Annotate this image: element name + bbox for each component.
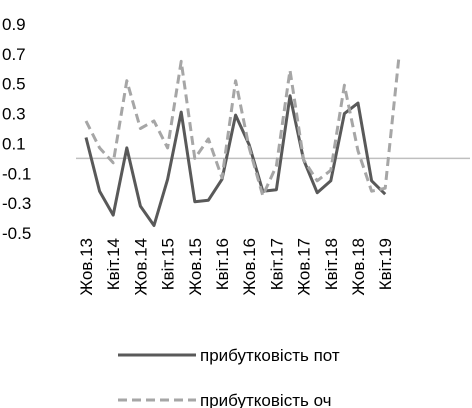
- x-tick-label: Квіт.17: [267, 238, 286, 290]
- x-tick-label: Жов.18: [349, 238, 368, 296]
- y-axis-tick-labels: 0.9 0.7 0.5 0.3 0.1 -0.1 -0.3 -0.5: [2, 15, 31, 243]
- y-tick-label: 0.5: [2, 75, 26, 94]
- x-tick-label: Жов.17: [295, 238, 314, 296]
- x-tick-label: Квіт.15: [159, 238, 178, 290]
- legend-label: прибутковість пот: [200, 346, 340, 365]
- series-line-1: [84, 94, 387, 227]
- y-tick-label: 0.1: [2, 134, 26, 153]
- x-tick-label: Жов.13: [77, 238, 96, 296]
- legend: прибутковість пот прибутковість оч: [118, 346, 340, 408]
- series-lines: [84, 58, 401, 227]
- legend-label: прибутковість оч: [200, 391, 332, 408]
- series-line-2: [84, 58, 401, 198]
- y-tick-label: 0.7: [2, 45, 26, 64]
- x-tick-label: Квіт.14: [104, 238, 123, 290]
- y-tick-label: 0.3: [2, 105, 26, 124]
- x-tick-label: Жов.15: [186, 238, 205, 296]
- x-tick-label: Квіт.18: [322, 238, 341, 290]
- y-tick-label: -0.3: [2, 194, 31, 213]
- x-tick-label: Квіт.19: [376, 238, 395, 290]
- x-tick-label: Жов.14: [131, 238, 150, 296]
- x-axis-tick-labels: Жов.13 Квіт.14 Жов.14 Квіт.15 Жов.15 Квіт.16 Ж…: [77, 238, 395, 296]
- y-tick-label: -0.1: [2, 164, 31, 183]
- y-tick-label: 0.9: [2, 15, 26, 34]
- y-tick-label: -0.5: [2, 224, 31, 243]
- x-tick-label: Жов.16: [240, 238, 259, 296]
- x-tick-label: Квіт.16: [213, 238, 232, 290]
